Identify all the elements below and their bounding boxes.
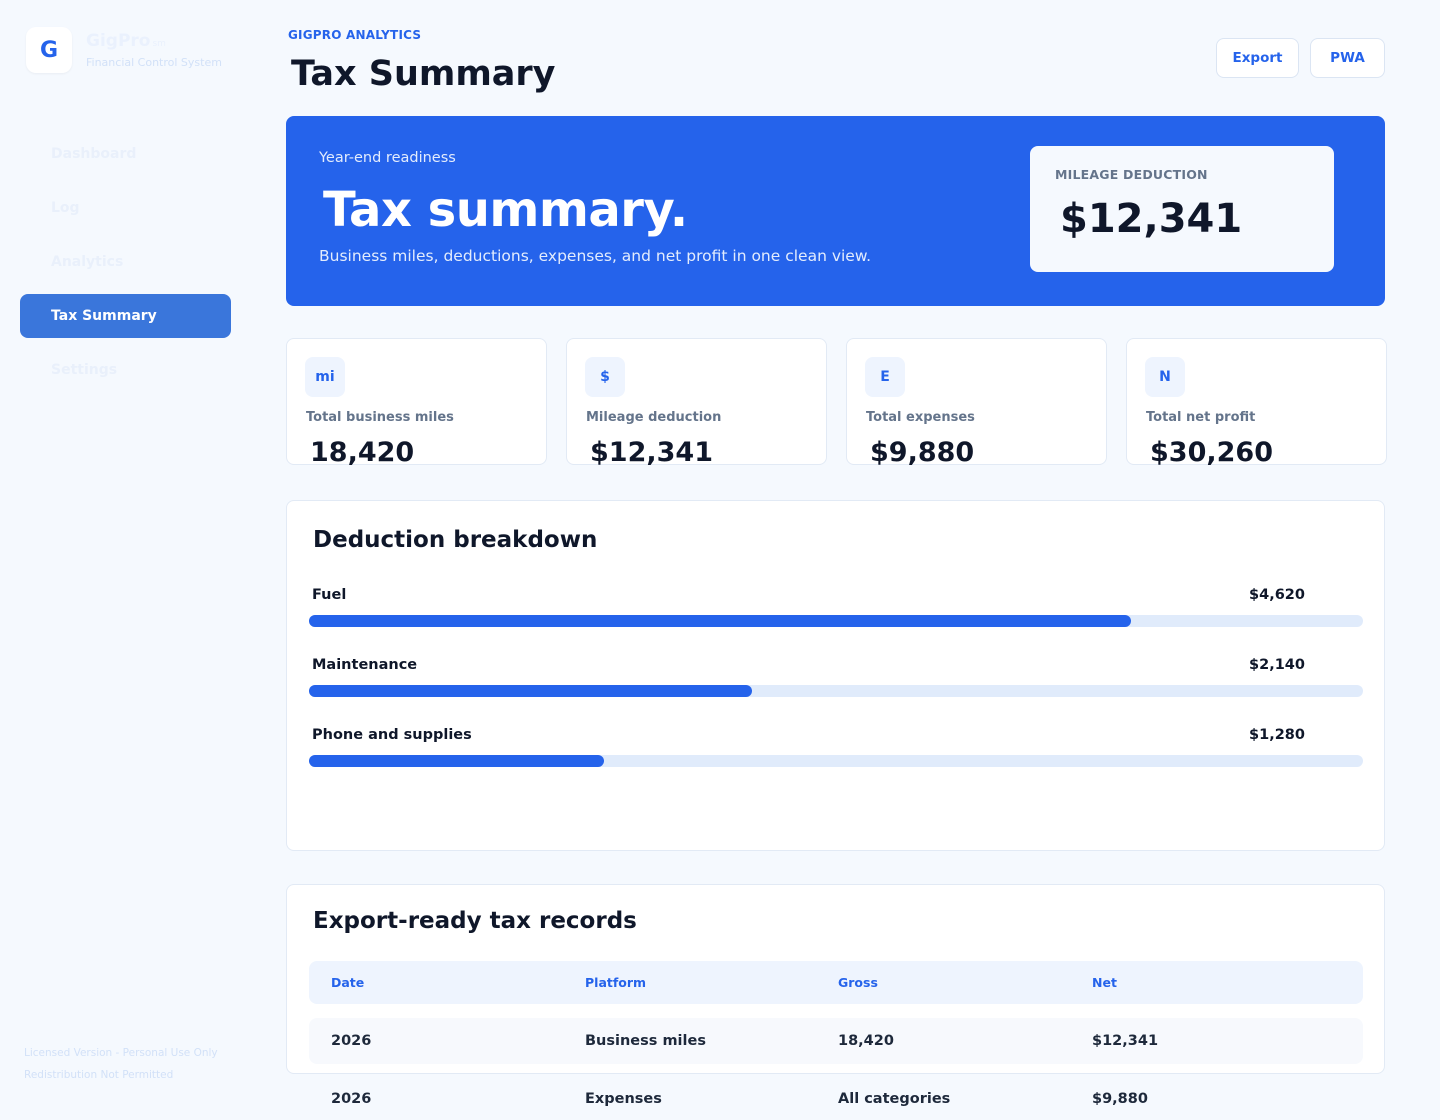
table-row[interactable]: 2026 Business miles 18,420 $12,341 [309, 1018, 1363, 1064]
cell-platform: Business miles [585, 1033, 706, 1049]
deduction-amount: $1,280 [1249, 727, 1305, 743]
logo: G [26, 27, 72, 73]
panel-title: Export-ready tax records [313, 908, 637, 934]
deduction-label: Maintenance [312, 657, 418, 673]
progress-track [309, 755, 1363, 767]
stat-value: 18,420 [310, 437, 415, 468]
column-header-date[interactable]: Date [331, 975, 365, 990]
table-header: Date Platform Gross Net [309, 961, 1363, 1004]
sidebar: G GigPro sm Financial Control System Dash… [0, 0, 250, 1120]
column-header-gross[interactable]: Gross [838, 975, 878, 990]
stat-value: $9,880 [870, 437, 975, 468]
deduction-breakdown-panel: Deduction breakdown Fuel $4,620 Maintena… [286, 500, 1385, 851]
stat-label: Mileage deduction [586, 410, 722, 425]
cell-gross: All categories [838, 1091, 951, 1107]
brand[interactable]: G GigPro sm Financial Control System [26, 27, 222, 73]
column-header-platform[interactable]: Platform [585, 975, 647, 990]
stat-card-mileage-deduction: $ Mileage deduction $12,341 [566, 338, 827, 468]
hero-eyebrow: Year-end readiness [319, 150, 456, 166]
deduction-label: Fuel [312, 587, 347, 603]
brand-subtitle: Financial Control System [86, 55, 222, 69]
sidebar-item-tax-summary[interactable]: Tax Summary [20, 294, 231, 338]
deduction-amount: $2,140 [1249, 657, 1305, 673]
cell-gross: 18,420 [838, 1033, 894, 1049]
header-eyebrow: GIGPRO ANALYTICS [288, 28, 422, 42]
page-title: Tax Summary [291, 54, 556, 94]
progress-fill [309, 615, 1132, 627]
deduction-amount: $4,620 [1249, 587, 1305, 603]
cell-net: $12,341 [1092, 1033, 1159, 1049]
deduction-label: Phone and supplies [312, 727, 472, 743]
dollar-icon: $ [585, 357, 625, 397]
license-line: Licensed Version - Personal Use Only [24, 1047, 218, 1059]
stat-card-business-miles: mi Total business miles 18,420 [286, 338, 547, 468]
cell-platform: Expenses [585, 1091, 662, 1107]
pwa-button[interactable]: PWA [1310, 38, 1385, 78]
net-profit-icon: N [1145, 357, 1185, 397]
sidebar-item-analytics[interactable]: Analytics [51, 254, 124, 270]
hero-card-value: $12,341 [1060, 196, 1243, 242]
cell-net: $9,880 [1092, 1091, 1148, 1107]
hero-card-label: MILEAGE DEDUCTION [1055, 167, 1208, 182]
sidebar-nav: Dashboard Log Analytics Tax Summary Sett… [20, 132, 231, 402]
license-notice: Licensed Version - Personal Use Only Red… [24, 1042, 218, 1086]
progress-track [309, 685, 1363, 697]
cell-date: 2026 [331, 1091, 372, 1107]
stat-label: Total business miles [306, 410, 454, 425]
panel-title: Deduction breakdown [313, 527, 598, 553]
sidebar-item-settings[interactable]: Settings [51, 362, 118, 378]
miles-icon: mi [305, 357, 345, 397]
hero-subtitle: Business miles, deductions, expenses, an… [319, 247, 872, 265]
brand-name: GigPro sm [86, 30, 166, 51]
stat-label: Total net profit [1146, 410, 1256, 425]
progress-fill [309, 755, 605, 767]
stat-label: Total expenses [866, 410, 975, 425]
hero-banner: Year-end readiness Tax summary. Business… [286, 116, 1385, 306]
expenses-icon: E [865, 357, 905, 397]
license-line: Redistribution Not Permitted [24, 1069, 174, 1081]
sidebar-item-log[interactable]: Log [51, 200, 80, 216]
column-header-net[interactable]: Net [1092, 975, 1117, 990]
tax-records-panel: Export-ready tax records Date Platform G… [286, 884, 1385, 1107]
sidebar-item-dashboard[interactable]: Dashboard [51, 146, 137, 162]
hero-title: Tax summary. [323, 182, 688, 238]
stat-value: $12,341 [590, 437, 713, 468]
stat-value: $30,260 [1150, 437, 1273, 468]
stat-card-net-profit: N Total net profit $30,260 [1126, 338, 1387, 468]
progress-track [309, 615, 1363, 627]
mileage-deduction-card: MILEAGE DEDUCTION $12,341 [1030, 146, 1334, 272]
table-row[interactable]: 2026 Expenses All categories $9,880 [309, 1076, 1363, 1120]
cell-date: 2026 [331, 1033, 372, 1049]
progress-fill [309, 685, 752, 697]
export-button[interactable]: Export [1216, 38, 1299, 78]
stat-card-total-expenses: E Total expenses $9,880 [846, 338, 1107, 468]
